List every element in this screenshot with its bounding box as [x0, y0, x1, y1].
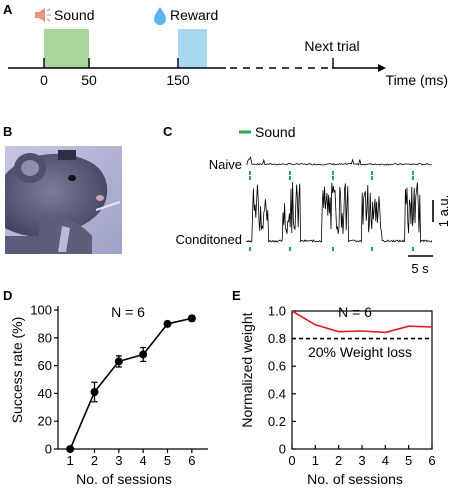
y-tick-label: 0.4	[268, 386, 286, 401]
mouse-photo	[5, 146, 122, 254]
data-point	[163, 319, 172, 328]
sound-legend-label: Sound	[255, 124, 295, 140]
panel-label-e: E	[232, 288, 241, 303]
data-point	[90, 388, 99, 397]
series-line	[69, 317, 192, 450]
x-tick-label: 1	[67, 453, 74, 468]
data-point	[187, 314, 196, 323]
time-axis-arrow	[378, 64, 386, 72]
x-tick-label: 6	[428, 453, 435, 468]
weight-loss-label: 20% Weight loss	[308, 344, 412, 360]
y-tick-label: 0.6	[268, 359, 286, 374]
y-tick-label: 40	[38, 386, 52, 401]
sound-label: Sound	[54, 7, 94, 23]
tick-label-50: 50	[81, 72, 97, 88]
time-axis-label: Time (ms)	[386, 72, 448, 88]
chart-d-marks	[66, 314, 196, 453]
naive-sound-markers	[249, 171, 414, 175]
y-tick-label: 0	[45, 442, 52, 457]
naive-label: Naive	[209, 157, 242, 172]
panel-label-c: C	[163, 124, 173, 139]
x-tick-label: 0	[288, 453, 295, 468]
y-tick-label: 0.2	[268, 414, 286, 429]
tick-label-150: 150	[166, 72, 190, 88]
y-tick-label: 100	[30, 303, 52, 318]
next-trial-label: Next trial	[304, 38, 359, 54]
chart-e-ylabel: Normalized weight	[239, 312, 255, 427]
x-tick-label: 4	[382, 453, 389, 468]
panel-label-d: D	[3, 288, 12, 303]
panel-c: C Sound Naive Conditoned 1 a.u. 5 s	[163, 124, 451, 276]
x-scale-label: 5 s	[411, 261, 429, 276]
conditioned-label: Conditoned	[176, 232, 243, 247]
speaker-icon	[35, 8, 51, 22]
panel-label-a: A	[3, 2, 13, 17]
y-tick-label: 0	[279, 442, 286, 457]
y-tick-label: 60	[38, 358, 52, 373]
naive-trace	[246, 156, 432, 166]
panel-d: D N = 6 No. of sessions Success rate (%)…	[3, 288, 208, 487]
chart-d-title: N = 6	[111, 304, 145, 320]
y-tick-label: 0.8	[268, 331, 286, 346]
x-tick-label: 1	[312, 453, 319, 468]
y-scale-label: 1 a.u.	[436, 195, 451, 228]
conditioned-sound-markers	[249, 176, 414, 251]
y-tick-label: 20	[38, 414, 52, 429]
chart-d-xlabel: No. of sessions	[76, 471, 172, 487]
x-tick-label: 5	[405, 453, 412, 468]
y-tick-label: 1.0	[268, 304, 286, 319]
y-tick-label: 80	[38, 330, 52, 345]
tick-label-0: 0	[40, 72, 48, 88]
chart-d-ylabel: Success rate (%)	[9, 317, 25, 424]
x-tick-label: 3	[115, 453, 122, 468]
x-tick-label: 2	[91, 453, 98, 468]
chart-e-title: N = 6	[338, 304, 372, 320]
conditioned-trace	[246, 182, 433, 244]
panel-label-b: B	[3, 124, 12, 139]
x-tick-label: 3	[358, 453, 365, 468]
x-tick-label: 6	[188, 453, 195, 468]
data-point	[66, 445, 75, 453]
data-point	[139, 350, 148, 359]
panel-a: A Sound Reward 0 50 150 Next trial Time …	[3, 2, 448, 88]
sound-window	[44, 29, 89, 68]
x-tick-label: 2	[335, 453, 342, 468]
reward-window	[178, 29, 207, 68]
chart-e-marks	[291, 310, 433, 340]
panel-b: B	[3, 124, 122, 254]
chart-e-xlabel: No. of sessions	[307, 471, 403, 487]
panel-e: E N = 6 No. of sessions Normalized weigh…	[232, 288, 436, 487]
water-drop-icon	[154, 7, 166, 25]
reward-label: Reward	[170, 7, 218, 23]
x-tick-label: 4	[140, 453, 147, 468]
chart-e-axes: 0 1 2 3 4 5 6 0 0.2 0.4 0.6 0.8 1.0	[268, 304, 436, 469]
series-line	[291, 310, 433, 334]
x-tick-label: 5	[164, 453, 171, 468]
data-point	[114, 357, 123, 366]
